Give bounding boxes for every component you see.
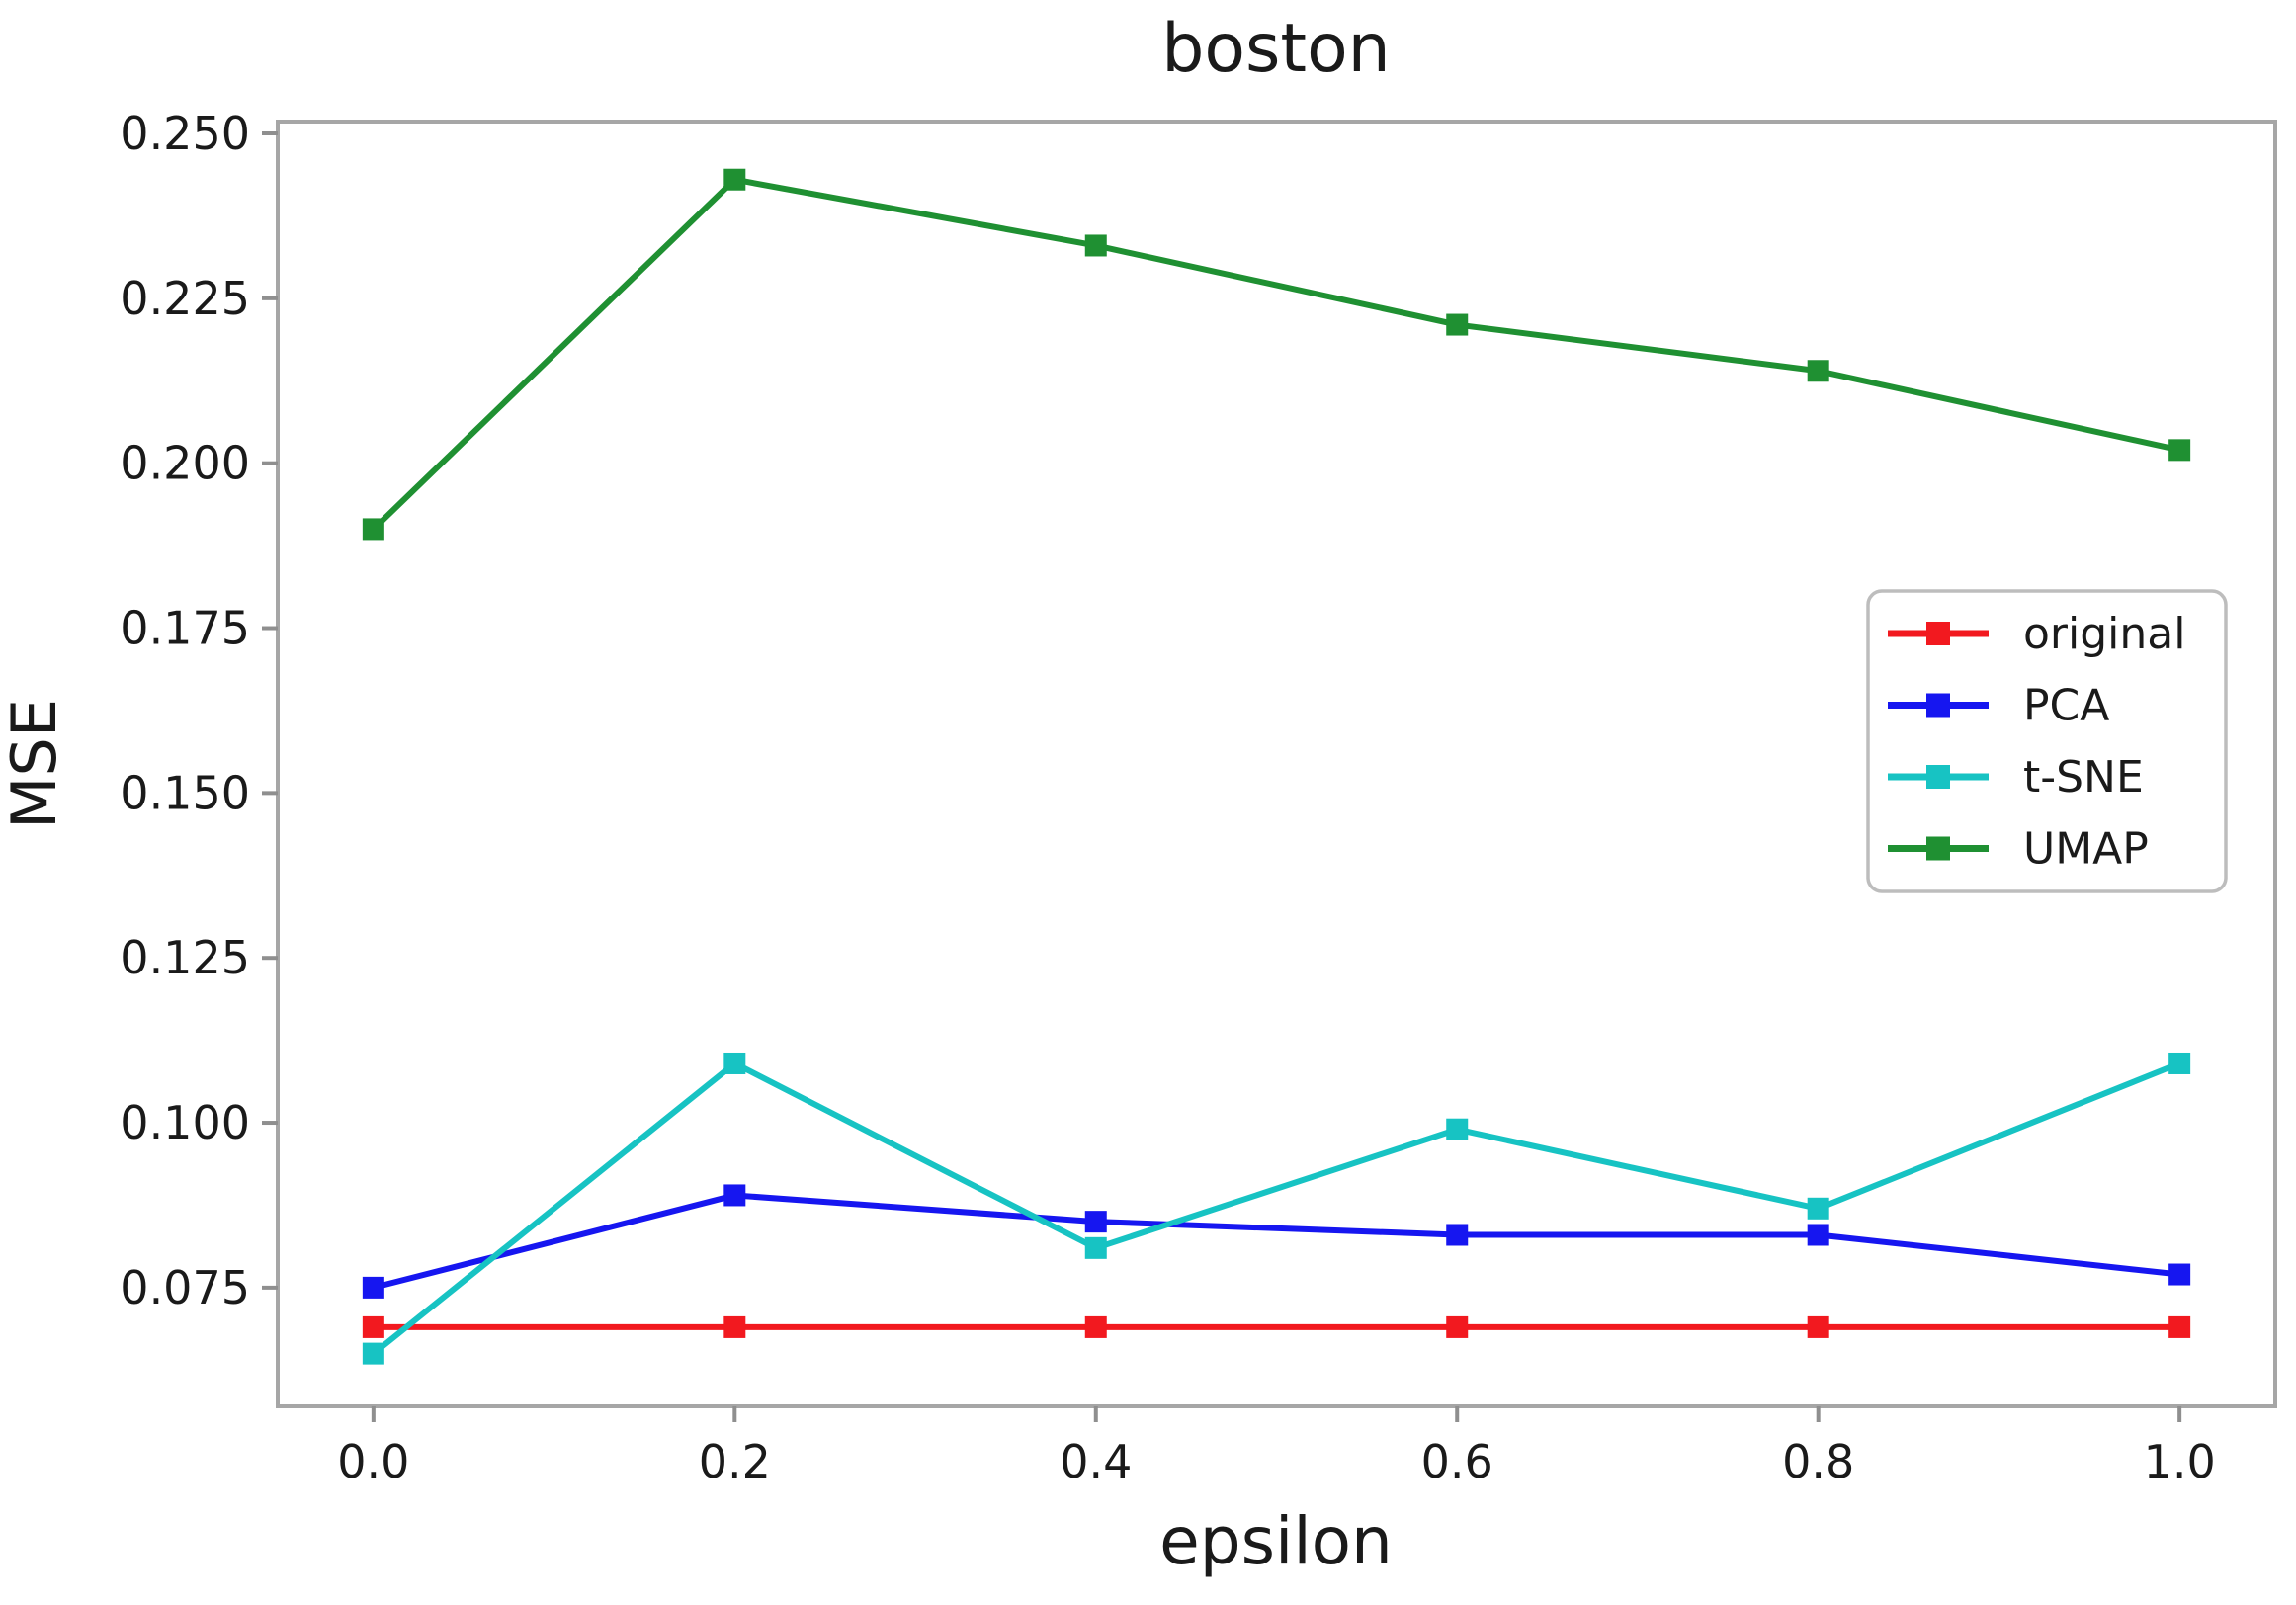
data-point-original xyxy=(723,1315,746,1338)
y-tick-label: 0.150 xyxy=(120,766,250,819)
series-line-t-SNE xyxy=(371,1059,2181,1356)
data-point-original xyxy=(1807,1315,1829,1338)
data-point-original xyxy=(1084,1315,1107,1338)
legend-marker xyxy=(1926,622,1950,645)
x-tick-label: 0.0 xyxy=(337,1435,409,1488)
plot-border xyxy=(276,120,2277,1408)
y-tick-label: 0.075 xyxy=(120,1261,250,1314)
legend-label: original xyxy=(2023,609,2185,659)
legend-box xyxy=(1866,589,2228,893)
y-tick-label: 0.200 xyxy=(120,437,250,490)
legend-entry-original: original xyxy=(1888,609,2185,659)
legend-marker xyxy=(1926,836,1950,861)
data-point-UMAP xyxy=(2168,439,2191,462)
series-line-PCA xyxy=(373,1192,2180,1291)
y-tick-label: 0.225 xyxy=(120,272,250,325)
data-point-UMAP xyxy=(1807,360,1829,382)
y-tick-label: 0.100 xyxy=(120,1096,250,1149)
series-line-UMAP xyxy=(371,176,2180,532)
legend-label: UMAP xyxy=(2023,824,2149,875)
data-point-PCA xyxy=(1084,1211,1107,1233)
data-point-original xyxy=(1446,1315,1469,1338)
data-point-UMAP xyxy=(723,168,746,191)
y-tick-label: 0.175 xyxy=(120,602,250,655)
data-point-t-SNE xyxy=(1446,1118,1469,1140)
data-point-UMAP xyxy=(1084,234,1107,257)
data-point-original xyxy=(2168,1315,2191,1338)
legend-entry-PCA: PCA xyxy=(1888,681,2109,731)
data-point-PCA xyxy=(362,1276,384,1299)
legend-label: t-SNE xyxy=(2023,752,2144,802)
y-tick-label: 0.125 xyxy=(120,931,250,984)
data-point-original xyxy=(362,1315,384,1338)
legend-label: PCA xyxy=(2023,681,2109,731)
x-axis-label: epsilon xyxy=(1159,1503,1393,1579)
x-tick-label: 1.0 xyxy=(2144,1435,2216,1488)
data-point-t-SNE xyxy=(362,1342,384,1365)
y-tick-label: 0.250 xyxy=(120,107,250,160)
data-point-t-SNE xyxy=(1084,1236,1107,1259)
legend-entry-UMAP: UMAP xyxy=(1888,824,2149,875)
data-point-UMAP xyxy=(1446,313,1469,336)
legend-entry-t-SNE: t-SNE xyxy=(1888,752,2144,802)
legend-marker xyxy=(1926,765,1950,789)
x-tick-label: 0.2 xyxy=(699,1435,771,1488)
legend-marker xyxy=(1926,693,1950,718)
data-point-PCA xyxy=(1807,1224,1829,1246)
data-point-UMAP xyxy=(362,518,384,541)
x-tick-label: 0.4 xyxy=(1060,1435,1132,1488)
data-point-t-SNE xyxy=(1807,1197,1829,1220)
data-point-t-SNE xyxy=(2168,1052,2191,1074)
x-tick-label: 0.8 xyxy=(1782,1435,1854,1488)
data-point-PCA xyxy=(723,1184,746,1207)
x-tick-label: 0.6 xyxy=(1421,1435,1493,1488)
data-point-t-SNE xyxy=(723,1052,746,1074)
chart-title: boston xyxy=(1161,10,1391,88)
y-axis-label: MSE xyxy=(0,699,70,829)
data-point-PCA xyxy=(1446,1224,1469,1246)
data-point-PCA xyxy=(2168,1263,2191,1286)
